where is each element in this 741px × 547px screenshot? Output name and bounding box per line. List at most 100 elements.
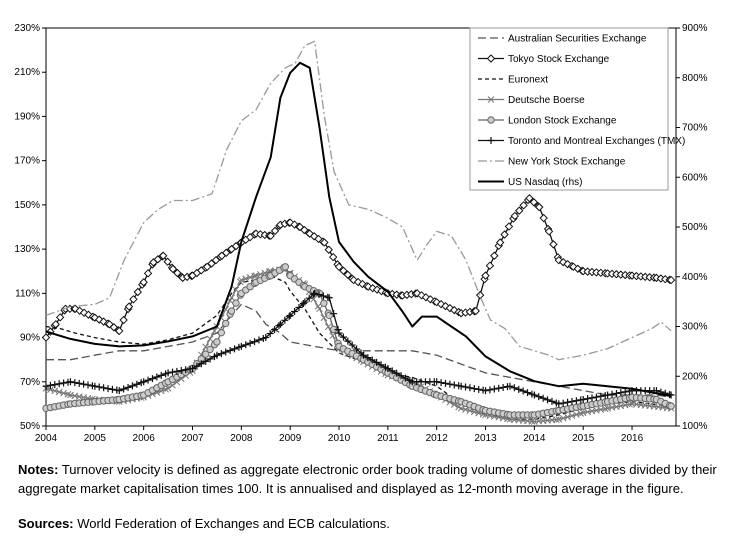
series-point-5 <box>499 383 507 391</box>
series-point-5 <box>608 390 616 398</box>
series-point-3 <box>55 388 63 396</box>
series-point-5 <box>60 379 68 387</box>
series-point-1 <box>95 315 104 324</box>
series-point-4 <box>217 328 226 337</box>
series-point-3 <box>251 272 258 280</box>
series-point-1 <box>471 306 480 316</box>
series-point-1 <box>300 225 309 235</box>
series-point-5 <box>515 385 523 393</box>
series-point-1 <box>207 259 216 268</box>
x-tick-label: 2011 <box>377 433 399 444</box>
x-tick-label: 2016 <box>621 433 644 444</box>
series-point-1 <box>500 230 509 239</box>
x-tick-label: 2015 <box>572 433 595 444</box>
series-point-5 <box>604 391 612 399</box>
legend-label-7: US Nasdaq (rhs) <box>508 177 582 188</box>
series-point-5 <box>222 348 230 356</box>
series-point-5 <box>213 351 221 359</box>
series-point-5 <box>490 385 498 393</box>
series-point-1 <box>129 295 138 304</box>
series-point-1 <box>495 238 505 247</box>
x-tick-label: 2004 <box>35 433 58 444</box>
series-point-5 <box>588 394 596 402</box>
series-point-5 <box>246 339 254 347</box>
series-point-5 <box>315 291 323 299</box>
series-point-1 <box>202 262 212 272</box>
legend-label-3: Deutsche Boerse <box>508 95 585 106</box>
series-point-5 <box>237 342 245 350</box>
series-point-5 <box>299 300 307 308</box>
series-point-5 <box>104 385 112 393</box>
right-tick-label: 300% <box>682 322 708 333</box>
notes-label: Notes: <box>18 462 59 477</box>
series-point-5 <box>266 330 274 338</box>
series-point-5 <box>157 371 165 379</box>
series-point-5 <box>544 396 552 404</box>
series-point-4 <box>201 350 210 358</box>
series-point-3 <box>559 414 567 422</box>
series-point-5 <box>462 383 470 391</box>
series-point-1 <box>99 317 108 326</box>
series-point-5 <box>437 379 445 387</box>
series-point-1 <box>475 290 485 300</box>
series-point-1 <box>163 257 172 266</box>
series-point-1 <box>504 222 514 231</box>
series-point-3 <box>51 387 59 395</box>
series-point-3 <box>457 404 465 412</box>
series-point-5 <box>177 367 185 375</box>
series-point-1 <box>368 283 377 293</box>
series-point-1 <box>41 333 51 342</box>
series-point-4 <box>232 299 240 307</box>
series-point-5 <box>330 310 338 318</box>
series-point-5 <box>55 380 63 388</box>
left-tick-label: 50% <box>20 421 40 432</box>
series-point-1 <box>490 251 499 260</box>
legend-label-5: Toronto and Montreal Exchanges (TMX) <box>508 136 685 147</box>
series-point-1 <box>168 264 178 274</box>
series-point-1 <box>270 226 280 236</box>
series-point-1 <box>353 277 363 287</box>
series-point-5 <box>217 350 225 358</box>
series-point-1 <box>515 206 524 215</box>
right-tick-label: 800% <box>682 73 708 84</box>
series-point-3 <box>310 295 317 303</box>
series-point-1 <box>529 198 539 207</box>
series-point-4 <box>281 263 290 271</box>
legend-label-6: New York Stock Exchange <box>508 157 626 168</box>
series-point-4 <box>320 299 328 307</box>
series-point-5 <box>364 354 372 362</box>
series-point-1 <box>328 252 338 262</box>
series-point-5 <box>100 384 108 392</box>
series-point-3 <box>64 391 72 398</box>
right-tick-label: 900% <box>682 23 708 34</box>
x-tick-label: 2009 <box>279 433 302 444</box>
series-point-5 <box>120 385 128 393</box>
series-point-5 <box>128 382 136 390</box>
series-point-5 <box>301 298 309 306</box>
series-point-3 <box>47 386 54 393</box>
left-tick-label: 170% <box>14 156 40 167</box>
series-point-1 <box>539 213 548 223</box>
right-tick-label: 100% <box>682 421 708 432</box>
series-point-5 <box>311 289 319 297</box>
series-point-5 <box>334 326 342 334</box>
series-point-5 <box>510 384 518 392</box>
series-point-1 <box>143 269 153 278</box>
turnover-velocity-chart: 50% 70% 90% 110% 130% 150% 170% 190% 210% 230% 100… <box>14 23 708 444</box>
series-point-5 <box>486 386 494 394</box>
x-tick-label: 2005 <box>84 433 107 444</box>
series-point-5 <box>450 381 458 389</box>
series-point-5 <box>168 368 176 376</box>
series-point-5 <box>433 378 441 386</box>
series-point-3 <box>626 400 633 408</box>
series-point-3 <box>552 416 560 423</box>
legend-box <box>469 27 669 191</box>
x-tick-label: 2013 <box>474 433 497 444</box>
left-tick-label: 230% <box>14 23 40 34</box>
series-point-1 <box>544 227 554 236</box>
series-point-5 <box>115 387 123 395</box>
series-point-5 <box>519 387 527 395</box>
series-point-5 <box>535 393 543 401</box>
series-point-3 <box>316 305 323 313</box>
series-point-1 <box>569 262 578 272</box>
